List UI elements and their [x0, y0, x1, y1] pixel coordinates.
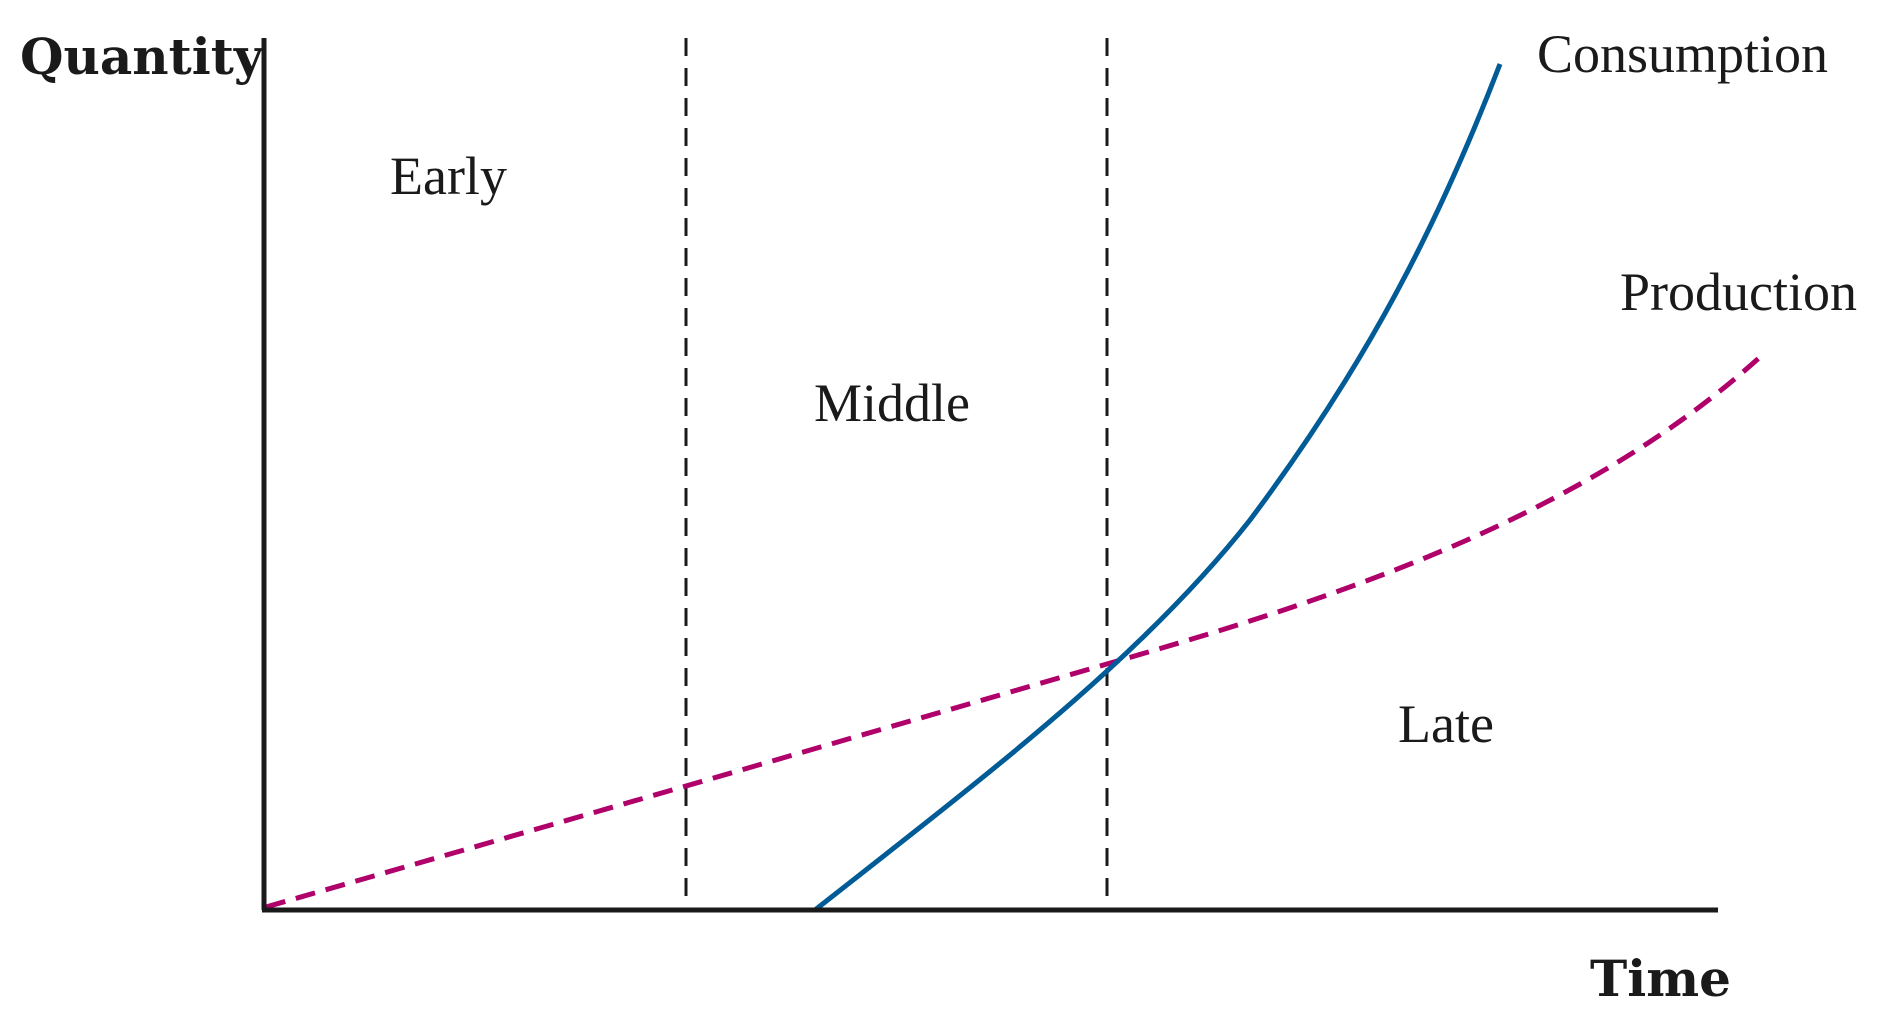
- consumption-curve: [813, 63, 1503, 912]
- region-label-late: Late: [1398, 694, 1494, 754]
- region-label-middle: Middle: [814, 373, 970, 433]
- x-axis-title: Time: [1590, 949, 1731, 1008]
- y-axis-title: Quantity: [20, 27, 265, 86]
- production-label: Production: [1620, 262, 1857, 322]
- production-curve: [265, 355, 1762, 910]
- region-label-early: Early: [390, 146, 507, 206]
- consumption-label: Consumption: [1537, 24, 1828, 84]
